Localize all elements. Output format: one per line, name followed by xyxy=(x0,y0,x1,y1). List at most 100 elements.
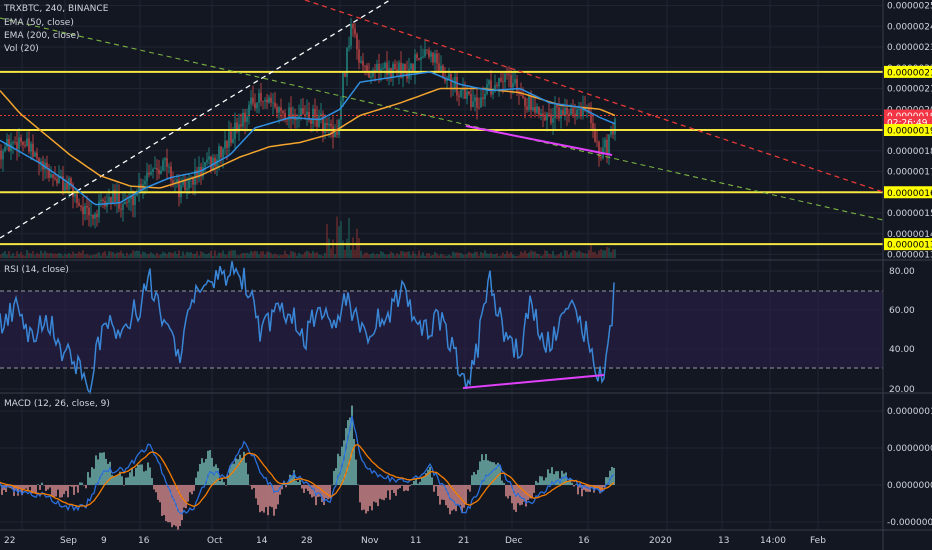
candle-body xyxy=(544,116,546,121)
volume-bar xyxy=(252,251,254,258)
volume-bar xyxy=(394,255,396,258)
candle-body xyxy=(182,180,184,186)
volume-bar xyxy=(100,255,102,258)
macd-histogram-bar xyxy=(245,462,247,485)
macd-histogram-bar xyxy=(473,472,475,485)
volume-bar xyxy=(58,253,60,258)
candle-body xyxy=(46,162,48,169)
candle-body xyxy=(20,137,22,142)
volume-bar xyxy=(190,252,192,258)
candle-body xyxy=(542,113,544,117)
candle-body xyxy=(38,158,40,164)
volume-bar xyxy=(548,253,550,258)
candle-body xyxy=(250,97,252,105)
volume-bar xyxy=(166,254,168,258)
candle-body xyxy=(568,114,570,116)
macd-histogram-bar xyxy=(247,474,249,485)
candle-body xyxy=(482,97,484,100)
volume-bar xyxy=(182,251,184,258)
macd-histogram-bar xyxy=(191,485,193,495)
volume-bar xyxy=(154,255,156,258)
volume-bar xyxy=(54,253,56,258)
macd-histogram-bar xyxy=(33,485,35,494)
candle-body xyxy=(284,112,286,120)
downtrend-line-green xyxy=(0,17,884,221)
macd-histogram-bar xyxy=(419,481,421,485)
macd-histogram-bar xyxy=(379,485,381,499)
macd-histogram-bar xyxy=(549,473,551,485)
volume-bar xyxy=(386,254,388,258)
macd-histogram-bar xyxy=(553,474,555,485)
candle-body xyxy=(316,117,318,127)
volume-bar xyxy=(344,249,346,258)
macd-histogram-bar xyxy=(439,485,441,505)
candle-body xyxy=(408,69,410,79)
macd-histogram-bar xyxy=(407,485,409,491)
candle-body xyxy=(468,91,470,95)
volume-bar xyxy=(514,255,516,258)
time-label: Nov xyxy=(361,536,379,546)
volume-bar xyxy=(242,252,244,258)
macd-histogram-bar xyxy=(203,462,205,485)
candle-body xyxy=(348,45,350,48)
macd-histogram-bar xyxy=(107,463,109,485)
macd-histogram-bar xyxy=(343,440,345,485)
macd-histogram-bar xyxy=(209,450,211,485)
candle-body xyxy=(196,170,198,178)
rsi-tick-label: 20.00 xyxy=(889,385,915,395)
macd-histogram-bar xyxy=(273,485,275,516)
volume-bar xyxy=(510,252,512,258)
macd-histogram-bar xyxy=(45,485,47,492)
price-tick-label: 0.00000140 xyxy=(887,230,932,240)
macd-histogram-bar xyxy=(399,485,401,489)
macd-histogram-bar xyxy=(577,485,579,495)
macd-histogram-bar xyxy=(303,485,305,493)
candle-body xyxy=(430,52,432,57)
candle-body xyxy=(60,176,62,177)
macd-histogram-bar xyxy=(569,479,571,485)
macd-histogram-bar xyxy=(35,485,37,494)
macd-histogram-bar xyxy=(157,485,159,500)
volume-bar xyxy=(506,250,508,258)
volume-bar xyxy=(604,250,606,258)
macd-histogram-bar xyxy=(47,485,49,490)
candle-body xyxy=(434,53,436,63)
macd-histogram-bar xyxy=(499,465,501,485)
volume-bar xyxy=(74,253,76,258)
macd-histogram-bar xyxy=(155,485,157,493)
macd-histogram-bar xyxy=(161,485,163,516)
volume-bar xyxy=(410,255,412,258)
volume-bar xyxy=(62,255,64,258)
candle-body xyxy=(494,85,496,92)
macd-histogram-bar xyxy=(485,454,487,485)
macd-histogram-bar xyxy=(85,485,87,489)
candle-body xyxy=(0,150,2,160)
candle-body xyxy=(266,99,268,103)
macd-histogram-bar xyxy=(53,485,55,498)
macd-histogram-bar xyxy=(579,485,581,488)
macd-histogram-bar xyxy=(95,455,97,485)
volume-bar xyxy=(574,251,576,258)
candle-body xyxy=(558,107,560,119)
macd-histogram-bar xyxy=(263,485,265,513)
candle-body xyxy=(386,62,388,75)
candle-body xyxy=(336,131,338,135)
macd-histogram-bar xyxy=(269,485,271,507)
candle-body xyxy=(164,158,166,161)
macd-histogram-bar xyxy=(347,420,349,485)
candle-body xyxy=(170,166,172,181)
candle-body xyxy=(380,68,382,72)
candle-body xyxy=(466,91,468,99)
candle-body xyxy=(56,179,58,184)
volume-bar xyxy=(134,251,136,258)
candle-body xyxy=(460,89,462,97)
macd-histogram-bar xyxy=(31,485,33,494)
macd-histogram-bar xyxy=(171,485,173,528)
volume-bar xyxy=(180,255,182,258)
volume-bar xyxy=(192,253,194,258)
candle-body xyxy=(132,195,134,206)
volume-bar xyxy=(526,253,528,258)
volume-bar xyxy=(520,251,522,258)
volume-bar xyxy=(120,250,122,258)
